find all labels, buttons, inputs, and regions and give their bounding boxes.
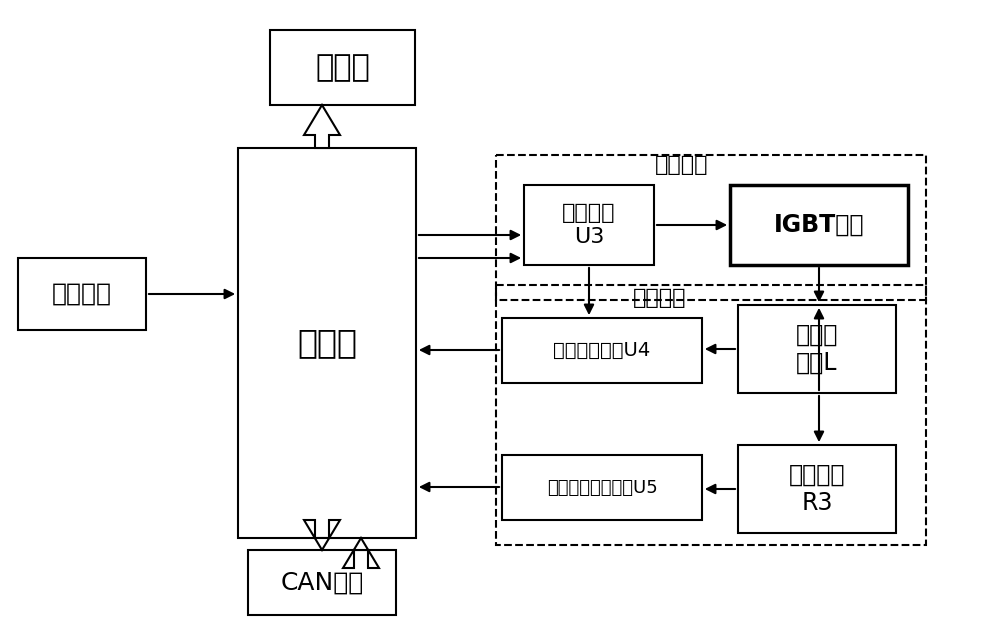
Bar <box>738 445 896 533</box>
Polygon shape <box>304 105 340 148</box>
Bar <box>248 550 396 615</box>
Text: 单片机: 单片机 <box>297 327 357 360</box>
Text: 采样信号调理电跼U5: 采样信号调理电跼U5 <box>547 479 657 497</box>
Bar <box>270 30 415 105</box>
Bar <box>18 258 146 330</box>
Text: 与门电路
U3: 与门电路 U3 <box>562 203 616 247</box>
Text: 指示灯: 指示灯 <box>315 53 370 82</box>
Text: 驱动电路: 驱动电路 <box>655 155 709 175</box>
Bar <box>738 305 896 393</box>
Bar <box>496 285 926 545</box>
Bar <box>502 455 702 520</box>
Bar <box>496 155 926 300</box>
Text: 采样电路: 采样电路 <box>633 288 687 308</box>
Text: 采样电阰
R3: 采样电阰 R3 <box>789 463 845 515</box>
Text: 缓速器
线圈L: 缓速器 线圈L <box>796 323 838 375</box>
Text: 过流保护电路U4: 过流保护电路U4 <box>553 341 651 360</box>
Text: CAN接口: CAN接口 <box>280 571 364 594</box>
Bar <box>524 185 654 265</box>
Text: IGBT模块: IGBT模块 <box>774 213 864 237</box>
Bar <box>730 185 908 265</box>
Polygon shape <box>304 520 340 550</box>
Bar <box>238 148 416 538</box>
Bar <box>502 318 702 383</box>
Text: 输入模块: 输入模块 <box>52 282 112 306</box>
Polygon shape <box>343 538 379 568</box>
